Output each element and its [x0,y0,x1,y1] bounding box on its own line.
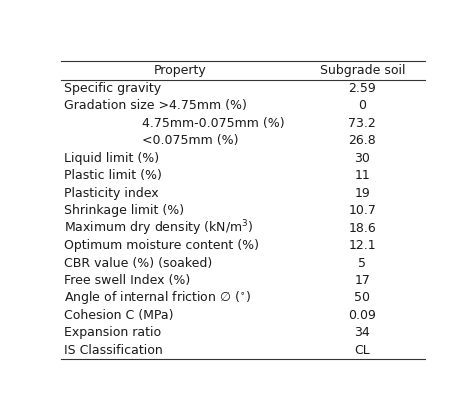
Text: CL: CL [355,344,370,357]
Text: IS Classification: IS Classification [64,344,163,357]
Text: <0.075mm (%): <0.075mm (%) [142,134,238,147]
Text: 2.59: 2.59 [348,82,376,95]
Text: 17: 17 [355,274,370,287]
Text: Plastic limit (%): Plastic limit (%) [64,169,162,182]
Text: 26.8: 26.8 [348,134,376,147]
Text: 5: 5 [358,256,366,269]
Text: Subgrade soil: Subgrade soil [319,64,405,77]
Text: Expansion ratio: Expansion ratio [64,326,161,339]
Text: 11: 11 [355,169,370,182]
Text: Free swell Index (%): Free swell Index (%) [64,274,190,287]
Text: 18.6: 18.6 [348,221,376,234]
Text: Specific gravity: Specific gravity [64,82,161,95]
Text: 34: 34 [355,326,370,339]
Text: Shrinkage limit (%): Shrinkage limit (%) [64,204,184,217]
Text: 19: 19 [355,187,370,199]
Text: 50: 50 [354,291,370,304]
Text: 30: 30 [355,152,370,165]
Text: CBR value (%) (soaked): CBR value (%) (soaked) [64,256,212,269]
Text: 12.1: 12.1 [348,239,376,252]
Text: Property: Property [154,64,207,77]
Text: 73.2: 73.2 [348,117,376,130]
Text: Cohesion C (MPa): Cohesion C (MPa) [64,309,173,322]
Text: Angle of internal friction $\varnothing$ ($^{\circ}$): Angle of internal friction $\varnothing$… [64,289,251,306]
Text: 0.09: 0.09 [348,309,376,322]
Text: Gradation size >4.75mm (%): Gradation size >4.75mm (%) [64,99,247,112]
Text: Maximum dry density (kN/m$^3$): Maximum dry density (kN/m$^3$) [64,218,254,238]
Text: 4.75mm-0.075mm (%): 4.75mm-0.075mm (%) [142,117,284,130]
Text: Optimum moisture content (%): Optimum moisture content (%) [64,239,259,252]
Text: Liquid limit (%): Liquid limit (%) [64,152,159,165]
Text: 10.7: 10.7 [348,204,376,217]
Text: Plasticity index: Plasticity index [64,187,159,199]
Text: 0: 0 [358,99,366,112]
